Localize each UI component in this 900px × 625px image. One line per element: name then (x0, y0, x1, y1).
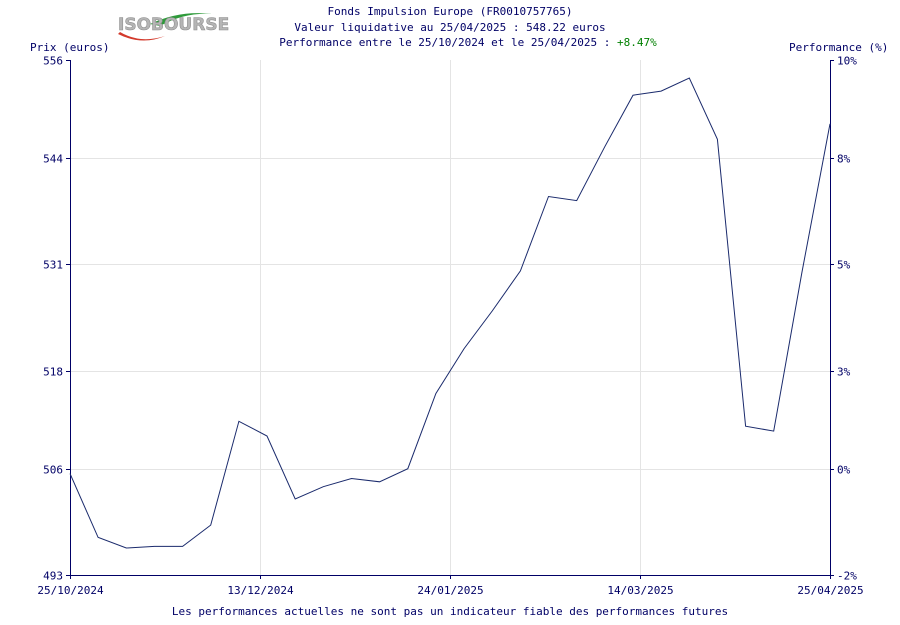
performance-prefix: Performance entre le 25/10/2024 et le 25… (279, 36, 617, 49)
x-axis-ticks: 25/10/2024 13/12/2024 24/01/2025 14/03/2025… (37, 584, 863, 597)
disclaimer: Les performances actuelles ne sont pas u… (172, 605, 728, 618)
y2-tick-label: 3% (837, 366, 851, 379)
y2-tick-label: 0% (837, 464, 851, 477)
axes (66, 60, 834, 579)
y-axis-right-label: Performance (%) (789, 41, 888, 54)
series (69, 77, 831, 549)
price-line (69, 77, 831, 549)
performance-line: Performance entre le 25/10/2024 et le 25… (279, 36, 657, 49)
fund-name: Fonds Impulsion Europe (FR0010757765) (327, 5, 572, 18)
y2-tick-label: -2% (837, 570, 857, 583)
y-tick-label: 506 (43, 464, 63, 477)
y2-tick-label: 5% (837, 259, 851, 272)
logo-swoosh-green (150, 13, 212, 26)
performance-value: +8.47% (617, 36, 657, 49)
y-tick-label: 531 (43, 259, 63, 272)
y-tick-label: 544 (43, 153, 63, 166)
y2-tick-label: 8% (837, 153, 851, 166)
y2-tick-label: 10% (837, 55, 857, 68)
y-axis-right-ticks: -2% 0% 3% 5% 8% 10% (837, 55, 857, 583)
x-tick-label: 14/03/2025 (607, 584, 673, 597)
y-tick-label: 556 (43, 55, 63, 68)
x-tick-label: 24/01/2025 (417, 584, 483, 597)
logo-swoosh-red (118, 32, 165, 41)
x-tick-label: 25/10/2024 (37, 584, 104, 597)
y-axis-left-ticks: 493 506 518 531 544 556 (43, 55, 63, 583)
logo-text: ISOBOURSE (118, 15, 229, 35)
x-tick-label: 13/12/2024 (227, 584, 294, 597)
x-tick-label: 25/04/2025 (797, 584, 863, 597)
y-tick-label: 493 (43, 570, 63, 583)
y-axis-left-label: Prix (euros) (30, 41, 109, 54)
isobourse-logo: ISOBOURSE (118, 13, 229, 41)
net-asset-value: Valeur liquidative au 25/04/2025 : 548.2… (294, 21, 605, 34)
y-tick-label: 518 (43, 366, 63, 379)
